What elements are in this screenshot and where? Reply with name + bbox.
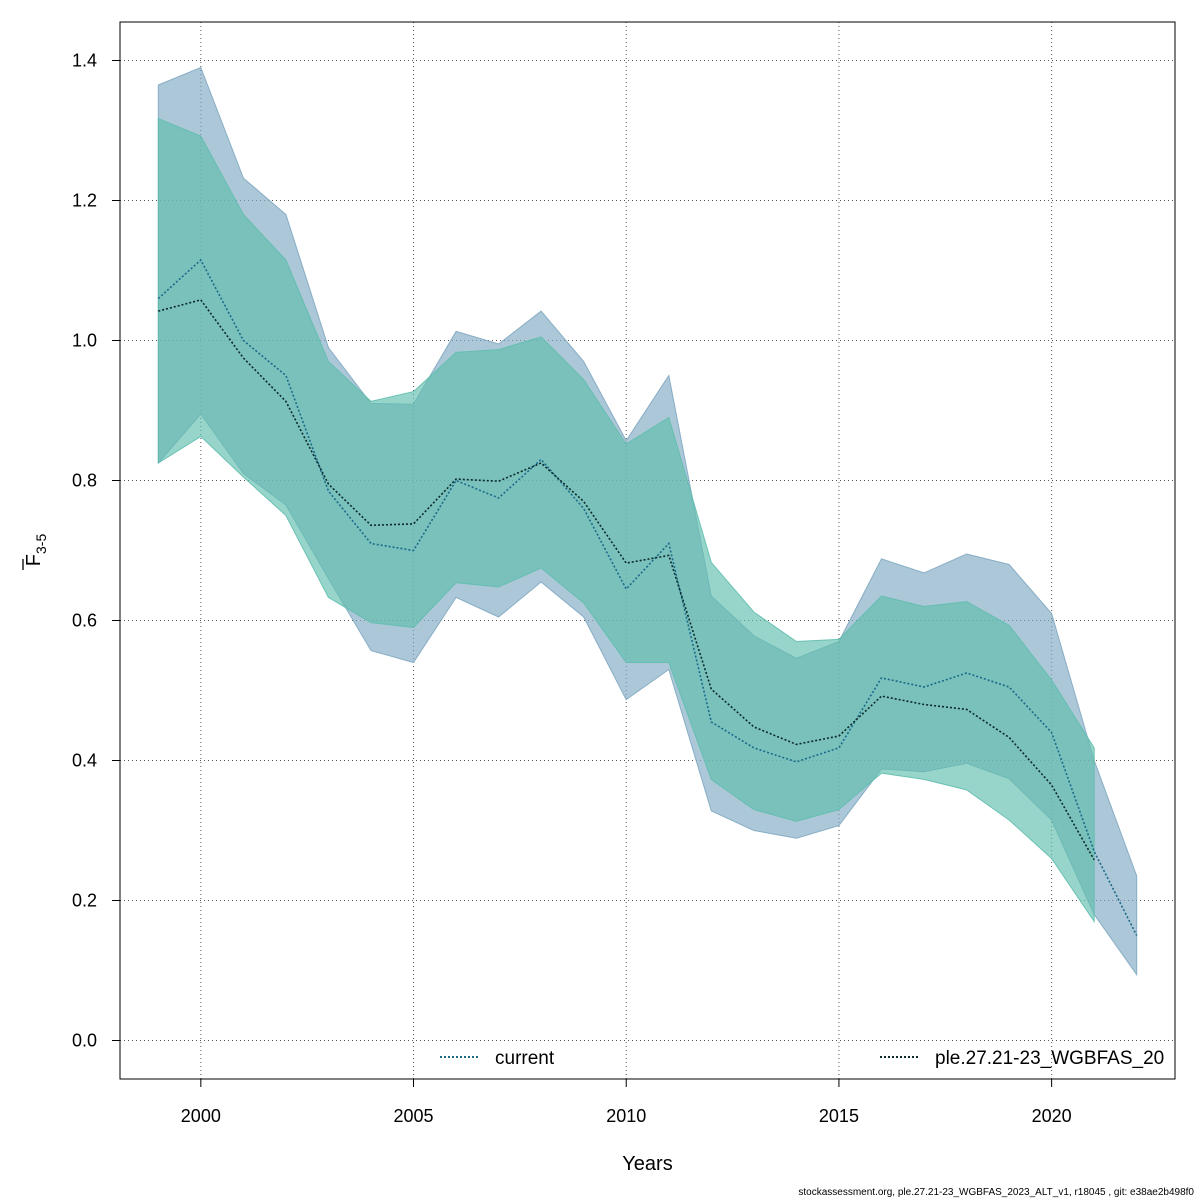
series-line-1 xyxy=(157,258,1138,936)
legend-label-1: current xyxy=(495,1048,555,1069)
y-tick-label: 1.4 xyxy=(72,51,97,71)
y-axis-title: F3-5 xyxy=(22,534,49,570)
y-tick-label: 1.2 xyxy=(72,191,97,211)
confidence-band-2 xyxy=(157,117,1095,924)
y-axis-title-main: F xyxy=(23,554,45,566)
x-axis: 2000 2005 2010 2015 2020 xyxy=(181,1079,1072,1126)
legend-label-2: ple.27.21-23_WGBFAS_20 xyxy=(935,1048,1164,1069)
y-tick-label: 1.0 xyxy=(72,331,97,351)
x-tick-label: 2010 xyxy=(606,1106,646,1126)
legend: current ple.27.21-23_WGBFAS_20 xyxy=(440,1048,1164,1069)
series-line-2 xyxy=(158,298,1095,861)
y-axis: 0.0 0.2 0.4 0.6 0.8 1.0 1.2 1.4 xyxy=(72,51,120,1051)
y-tick-label: 0.6 xyxy=(72,611,97,631)
footer-note: stockassessment.org, ple.27.21-23_WGBFAS… xyxy=(798,1187,1194,1198)
x-tick-label: 2015 xyxy=(819,1106,859,1126)
y-tick-label: 0.2 xyxy=(72,891,97,911)
x-tick-label: 2005 xyxy=(394,1106,434,1126)
confidence-bands xyxy=(157,66,1138,977)
y-tick-label: 0.8 xyxy=(72,471,97,491)
y-tick-label: 0.0 xyxy=(72,1031,97,1051)
y-axis-title-text: F3-5 xyxy=(23,534,49,567)
series-lines xyxy=(157,258,1138,936)
x-axis-title: Years xyxy=(622,1153,672,1175)
x-tick-label: 2000 xyxy=(181,1106,221,1126)
y-axis-title-sub: 3-5 xyxy=(33,534,49,554)
y-tick-label: 0.4 xyxy=(72,751,97,771)
x-tick-label: 2020 xyxy=(1032,1106,1072,1126)
plot-frame xyxy=(119,21,1176,1080)
